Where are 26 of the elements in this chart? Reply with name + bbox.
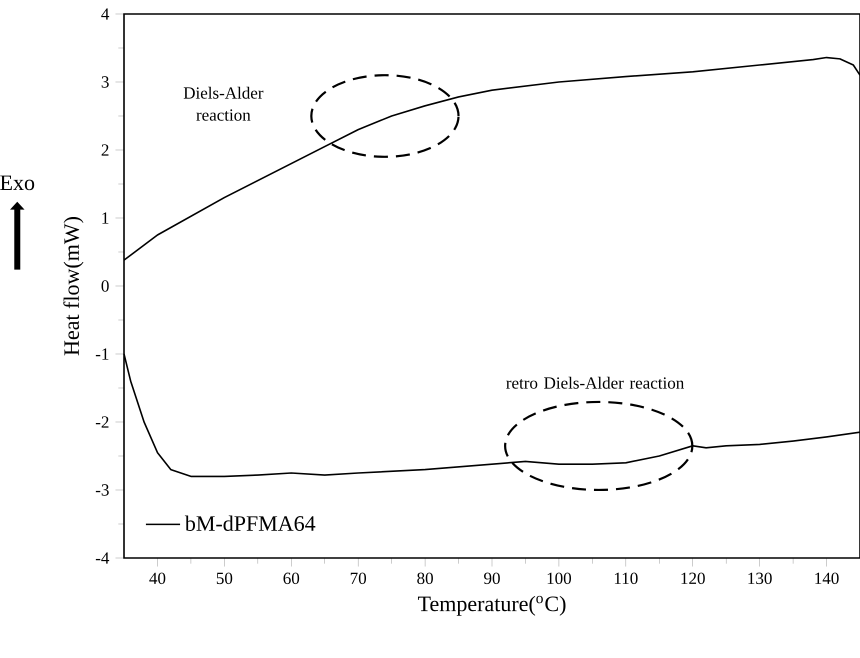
y-tick-label: 1 <box>102 212 108 224</box>
y-tick-label: -3 <box>96 484 109 496</box>
y-tick-label: 3 <box>102 76 109 88</box>
y-tick-label: -2 <box>96 416 108 428</box>
x-tick-label: 80 <box>417 572 433 584</box>
legend-label: bM-dPFMA64 <box>184 515 316 531</box>
y-tick-label: -4 <box>96 552 110 564</box>
annotation: retro Diels-Alder reaction <box>506 376 684 389</box>
y-tick-label: -1 <box>96 348 108 360</box>
x-tick-label: 120 <box>681 572 705 584</box>
y-tick-label: 0 <box>102 280 109 292</box>
x-tick-label: 90 <box>484 572 500 584</box>
y-tick-label: 2 <box>102 144 108 156</box>
x-tick-label: 110 <box>614 572 638 584</box>
y-tick-label: 4 <box>101 8 110 20</box>
x-tick-label: 60 <box>284 572 300 584</box>
x-tick-label: 70 <box>350 572 366 584</box>
x-tick-label: 50 <box>216 572 232 584</box>
x-tick-label: 130 <box>748 572 772 584</box>
x-tick-label: 40 <box>149 572 166 584</box>
x-axis-title: Temperature($^{o}$C) <box>418 596 566 616</box>
text: Exo <box>0 176 34 190</box>
annotation: Diels-Alder reaction <box>184 86 264 121</box>
x-tick-label: 100 <box>548 572 572 584</box>
y-axis-title: Heat flow(mW) <box>63 217 84 356</box>
x-tick-label: 140 <box>815 572 839 584</box>
